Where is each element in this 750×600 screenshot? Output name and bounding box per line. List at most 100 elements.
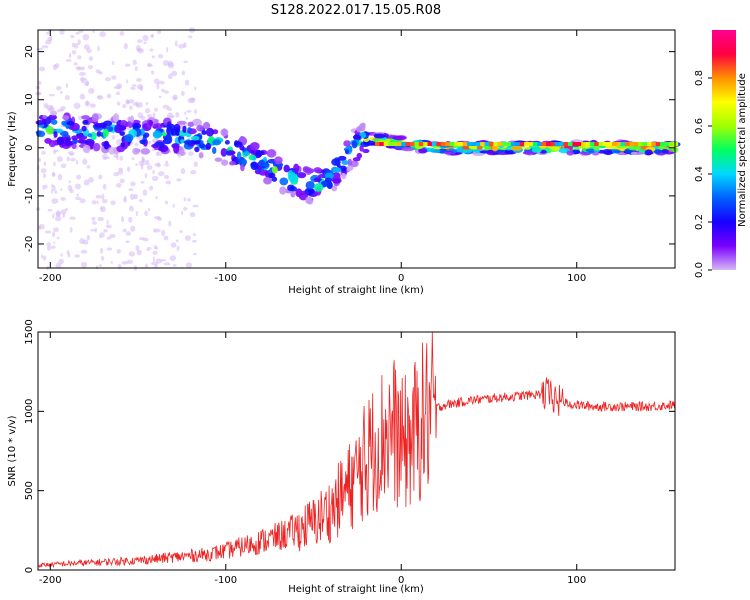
spectrogram-noise-blob xyxy=(176,178,182,182)
spectrogram-noise-blob xyxy=(55,211,61,217)
spectrogram-noise-blob xyxy=(137,39,143,44)
spectrogram-noise-blob xyxy=(42,184,46,190)
spectrogram-carrier-segment xyxy=(660,142,666,147)
spectrogram-noise-blob xyxy=(178,43,185,49)
spectrogram-carrier-segment xyxy=(396,142,402,147)
spectrogram-noise-blob xyxy=(80,249,88,254)
spectrogram-ridge-blob xyxy=(288,173,299,183)
spectrogram-ridge-blob xyxy=(262,162,270,168)
spectrogram-noise-blob xyxy=(126,259,134,264)
spectrogram-carrier-segment xyxy=(506,142,512,147)
spectrogram-noise-blob xyxy=(143,41,147,45)
spectrogram-noise-blob xyxy=(109,234,116,239)
spectrogram-ridge-blob xyxy=(566,150,574,156)
spectrogram-noise-blob xyxy=(121,216,125,223)
spectrogram-ridge-blob xyxy=(132,122,142,130)
spectrogram-ridge-blob xyxy=(352,134,362,140)
spectrogram-noise-blob xyxy=(154,162,161,167)
spectrogram-ridge-blob xyxy=(272,166,278,174)
spectrogram-noise-blob xyxy=(56,156,63,163)
spectrogram-noise-blob xyxy=(152,112,156,119)
colorbar-tick-label: 0.8 xyxy=(694,70,705,86)
spectrogram-noise-blob xyxy=(88,56,94,61)
spectrogram-noise-blob xyxy=(89,103,96,108)
spectrogram-carrier-segment xyxy=(594,142,600,147)
spectrogram-ridge-blob xyxy=(263,176,273,185)
colorbar-tick-label: 0.2 xyxy=(694,214,705,230)
spectrogram-ridge-blob xyxy=(82,144,91,154)
spectrogram-noise-blob xyxy=(116,101,121,106)
spectrogram-noise-blob xyxy=(130,86,136,90)
spectrogram-noise-blob xyxy=(117,169,124,175)
spectrogram-noise-blob xyxy=(52,64,58,71)
spectrogram-noise-blob xyxy=(81,66,85,71)
spectrogram-carrier-segment xyxy=(471,142,477,147)
spectrogram-ridge-blob xyxy=(140,148,151,155)
spectrogram-noise-blob xyxy=(105,224,112,229)
spectrogram-noise-blob xyxy=(116,249,121,254)
spectrogram-noise-blob xyxy=(144,159,150,164)
spectrogram-noise-blob xyxy=(184,235,191,241)
spectrogram-ridge-blob xyxy=(356,152,363,159)
spectrogram-ridge-blob xyxy=(455,148,464,153)
spectrogram-carrier-segment xyxy=(651,142,657,147)
spectrogram-noise-blob xyxy=(185,116,189,120)
spectrogram-ridge-blob xyxy=(627,144,642,151)
spectrogram-ridge-blob xyxy=(148,119,154,126)
spectrogram-ridge-blob xyxy=(162,132,167,137)
spectrogram-ridge-blob xyxy=(50,110,58,116)
spectrogram-noise-blob xyxy=(39,66,46,72)
spectrogram-ridge-blob xyxy=(205,127,215,137)
spectrogram-noise-blob xyxy=(183,42,187,49)
spectrogram-ridge-blob xyxy=(612,149,621,154)
spectrogram-ridge-blob xyxy=(511,145,523,151)
spectrogram-noise-blob xyxy=(140,181,145,184)
spectrogram-ridge-blob xyxy=(152,130,162,139)
spectrogram-noise-blob xyxy=(188,151,194,157)
spectrogram-noise-blob xyxy=(104,77,112,82)
spectrogram-carrier-segment xyxy=(664,142,670,147)
spectrogram-ridge-blob xyxy=(340,172,347,180)
spectrogram-ridge-blob xyxy=(347,158,353,167)
spectrogram-noise-blob xyxy=(113,171,120,177)
spectrogram-noise-blob xyxy=(56,85,62,91)
spectrogram-carrier-segment xyxy=(480,142,486,147)
spectrogram-ridge-blob xyxy=(332,177,342,184)
spectrogram-carrier-segment xyxy=(616,142,622,147)
spectrogram-ridge-blob xyxy=(430,149,441,153)
spectrogram-noise-blob xyxy=(44,184,48,189)
spectrogram-noise-blob xyxy=(163,174,170,180)
spectrogram-noise-blob xyxy=(115,183,122,188)
colorbar-label: Normalized spectral amplitude xyxy=(737,73,748,227)
spectrogram-ridge-blob xyxy=(356,126,362,133)
spectrogram-noise-blob xyxy=(183,60,189,64)
spectrogram-noise-blob xyxy=(51,183,54,188)
spectrogram-carrier-segment xyxy=(550,142,556,147)
spectrogram-ridge-blob xyxy=(91,113,99,123)
spectrogram-ridge-blob xyxy=(531,147,543,153)
colorbar-tick-label: 0.0 xyxy=(694,262,705,278)
spectrogram-ridge-blob xyxy=(326,181,333,190)
spectrogram-carrier-segment xyxy=(655,142,661,147)
spectrogram-noise-blob xyxy=(137,102,143,108)
spectrogram-carrier-segment xyxy=(642,142,648,147)
spectrogram-carrier-segment xyxy=(445,142,451,147)
snr-frame xyxy=(37,331,676,571)
spectrogram-noise-blob xyxy=(98,174,103,180)
spectrogram-carrier-segment xyxy=(401,142,407,147)
spectrogram-ridge-blob xyxy=(313,183,324,192)
spectrogram-ridge-blob xyxy=(644,149,653,156)
spectrogram-ridge-blob xyxy=(279,186,287,195)
spectrogram-noise-blob xyxy=(192,233,197,237)
spectrogram-noise-blob xyxy=(134,142,139,147)
spectrogram-carrier-segment xyxy=(611,142,617,147)
spectrogram-noise-blob xyxy=(194,109,197,115)
spectrogram-ridge-blob xyxy=(123,134,134,143)
spectrogram-ridge-blob xyxy=(117,125,127,131)
spectrogram-ridge-blob xyxy=(341,160,350,165)
spectrogram-noise-blob xyxy=(192,252,197,256)
spectrogram-noise-blob xyxy=(138,199,143,203)
spectrogram-noise-blob xyxy=(38,157,41,163)
spectrogram-noise-blob xyxy=(122,228,127,233)
